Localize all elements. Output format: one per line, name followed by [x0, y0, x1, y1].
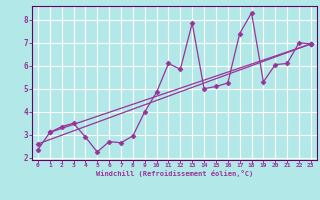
X-axis label: Windchill (Refroidissement éolien,°C): Windchill (Refroidissement éolien,°C)	[96, 170, 253, 177]
